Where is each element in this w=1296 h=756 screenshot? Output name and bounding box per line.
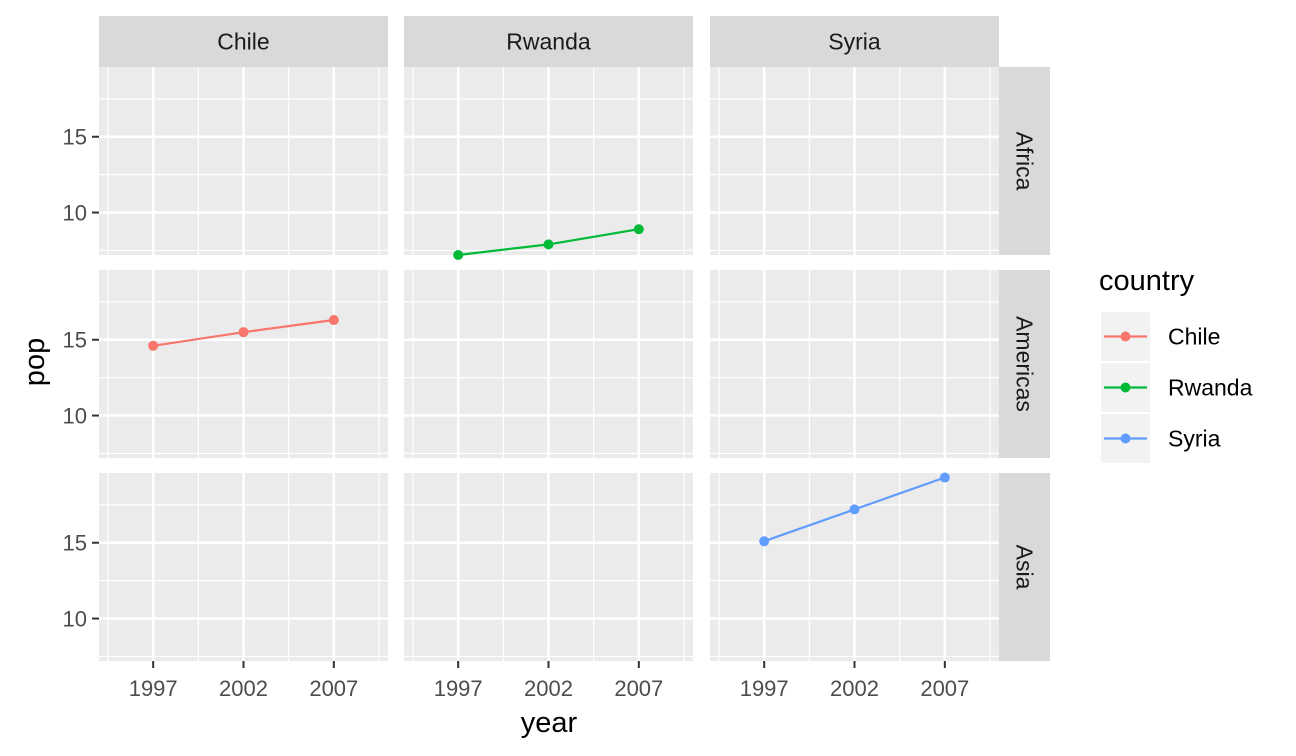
legend-key-point	[1120, 382, 1131, 393]
data-point-chile	[328, 315, 339, 326]
y-tick-label: 15	[63, 531, 87, 556]
panel-africa-chile	[99, 67, 388, 255]
panel-asia-chile	[99, 473, 388, 661]
y-axis-title: pop	[19, 338, 51, 386]
legend-title: country	[1099, 265, 1195, 297]
strip-label-syria: Syria	[828, 29, 881, 55]
legend-item-rwanda: Rwanda	[1101, 363, 1253, 412]
x-tick-label: 2002	[830, 676, 879, 701]
data-point-chile	[238, 327, 249, 338]
legend-item-chile: Chile	[1101, 312, 1220, 361]
strip-syria	[710, 16, 999, 67]
strip-asia	[999, 473, 1050, 661]
panel-asia-syria	[710, 473, 999, 661]
data-point-syria	[939, 472, 950, 483]
panel-asia-rwanda	[404, 473, 693, 661]
strip-label-rwanda: Rwanda	[506, 29, 591, 55]
strip-americas	[999, 270, 1050, 458]
data-point-rwanda	[543, 239, 554, 250]
y-tick-label: 10	[63, 201, 87, 226]
data-point-syria	[849, 504, 860, 515]
panel-africa-rwanda	[404, 67, 693, 255]
data-point-rwanda	[453, 250, 464, 260]
legend-label-syria: Syria	[1168, 426, 1221, 452]
x-tick-label: 2002	[219, 676, 268, 701]
x-tick-label: 1997	[740, 676, 789, 701]
series-syria	[759, 472, 950, 547]
legend-item-syria: Syria	[1101, 414, 1221, 463]
series-chile	[148, 315, 339, 351]
legend-items: Chile Rwanda Syria	[1101, 312, 1253, 463]
legend: country Chile Rwanda Syria	[1099, 265, 1253, 463]
panel-americas-chile	[99, 270, 388, 458]
data-point-syria	[759, 536, 770, 547]
x-tick-label: 1997	[434, 676, 483, 701]
y-tick-label: 15	[63, 328, 87, 353]
y-tick-label: 15	[63, 125, 87, 150]
x-axis-title: year	[521, 707, 578, 739]
legend-key-point	[1120, 331, 1131, 342]
panel-americas-rwanda	[404, 270, 693, 458]
data-point-rwanda	[633, 224, 644, 235]
y-tick-label: 10	[63, 404, 87, 429]
x-tick-label: 2007	[309, 676, 358, 701]
data-point-chile	[148, 340, 159, 351]
facet-strips: Chile Rwanda Syria Africa Americas Asia	[99, 16, 1050, 661]
strip-label-chile: Chile	[217, 29, 269, 55]
legend-label-chile: Chile	[1168, 324, 1220, 350]
x-tick-label: 2007	[614, 676, 663, 701]
strip-label-africa: Africa	[1012, 132, 1038, 191]
strip-label-asia: Asia	[1012, 545, 1038, 590]
x-tick-label: 2002	[524, 676, 573, 701]
y-tick-label: 10	[63, 607, 87, 632]
axes: 10 15 10 15 10 15 1997 2002 2007 1997 2002 2007 1997…	[63, 125, 970, 701]
x-tick-label: 1997	[129, 676, 178, 701]
panel-americas-syria	[710, 270, 999, 458]
strip-africa	[999, 67, 1050, 255]
strip-label-americas: Americas	[1012, 316, 1038, 412]
series-rwanda	[453, 224, 644, 260]
strip-rwanda	[404, 16, 693, 67]
panel-africa-syria	[710, 67, 999, 255]
legend-key-point	[1120, 433, 1131, 444]
facet-panels	[99, 67, 999, 661]
strip-chile	[99, 16, 388, 67]
x-tick-label: 2007	[920, 676, 969, 701]
legend-label-rwanda: Rwanda	[1168, 375, 1253, 401]
